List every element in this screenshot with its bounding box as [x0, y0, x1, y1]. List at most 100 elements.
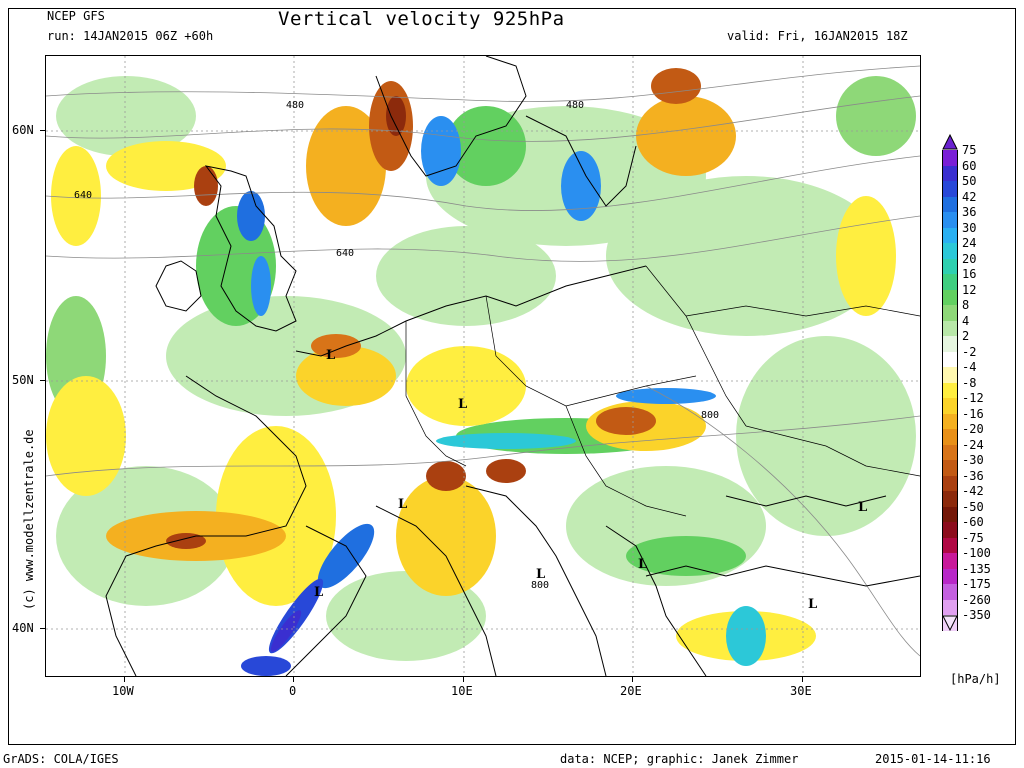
colorbar-swatch — [942, 243, 958, 259]
colorbar-level-label: -175 — [962, 577, 991, 591]
colorbar-level-label: 24 — [962, 236, 977, 250]
colorbar-level-label: 36 — [962, 205, 977, 219]
colorbar-swatch — [942, 491, 958, 507]
colorbar-level-label: -36 — [962, 468, 984, 483]
colorbar-level-label: 42 — [962, 189, 977, 204]
colorbar-level-label: 20 — [962, 251, 977, 266]
colorbar-level-label: -8 — [962, 375, 977, 390]
colorbar-level-label: -75 — [962, 530, 984, 545]
lat-label-60n: 60N — [12, 123, 34, 137]
colorbar-swatch — [942, 599, 958, 615]
colorbar-top-arrow — [942, 134, 958, 150]
coastlines — [105, 56, 920, 676]
colorbar-swatch — [942, 181, 958, 197]
colorbar-level-label: -24 — [962, 437, 984, 452]
colorbar-level-label: 12 — [962, 282, 977, 297]
height-contours — [46, 65, 920, 657]
lon-label-10w: 10W — [112, 684, 134, 698]
contour-label: 640 — [336, 248, 354, 259]
low-marker: L — [536, 567, 545, 582]
lon-tick — [632, 677, 633, 682]
colorbar-level-label: -16 — [962, 406, 984, 421]
lat-tick — [40, 380, 45, 381]
map-title: Vertical velocity 925hPa — [278, 8, 565, 30]
colorbar-level-label: -135 — [962, 561, 991, 576]
lat-label-40n: 40N — [12, 621, 34, 635]
lat-tick — [40, 130, 45, 131]
colorbar-bottom-arrow — [942, 615, 958, 631]
colorbar-swatch — [942, 460, 958, 476]
lon-tick — [124, 677, 125, 682]
colorbar-level-label: -4 — [962, 360, 977, 374]
colorbar-level-label: -42 — [962, 484, 984, 498]
colorbar-unit: [hPa/h] — [950, 672, 1001, 686]
colorbar-level-label: 16 — [962, 267, 977, 281]
colorbar-swatch — [942, 444, 958, 460]
colorbar-level-label: -260 — [962, 592, 991, 607]
map-panel: 480 480 640 640 800 800 L L L L L L L L — [45, 55, 921, 677]
model-name: NCEP GFS — [47, 9, 105, 23]
low-marker: L — [638, 557, 647, 572]
colorbar-swatch — [942, 274, 958, 290]
contour-label: 480 — [566, 100, 584, 111]
graticule — [46, 56, 920, 676]
colorbar-level-label: -30 — [962, 453, 984, 467]
colorbar-swatch — [942, 336, 958, 352]
lon-label-20e: 20E — [620, 684, 642, 698]
colorbar-swatch — [942, 475, 958, 491]
colorbar-swatch — [942, 196, 958, 212]
colorbar-level-label: -12 — [962, 391, 984, 405]
colorbar-level-label: 50 — [962, 174, 977, 188]
colorbar-swatch — [942, 429, 958, 445]
colorbar-level-label: -100 — [962, 546, 991, 560]
low-marker: L — [458, 397, 467, 412]
colorbar-swatch — [942, 584, 958, 600]
colorbar-level-label: 30 — [962, 220, 977, 235]
lat-label-50n: 50N — [12, 373, 34, 387]
low-marker: L — [858, 500, 867, 515]
lon-tick — [802, 677, 803, 682]
lon-tick — [293, 677, 294, 682]
colorbar-level-label: 8 — [962, 298, 970, 312]
low-marker: L — [326, 348, 335, 363]
contour-label: 640 — [74, 190, 92, 201]
low-pressure-markers: L L L L L L L L — [314, 348, 867, 612]
descent-areas — [46, 96, 896, 661]
footer-timestamp: 2015-01-14-11:16 — [875, 752, 991, 766]
colorbar-swatch — [942, 522, 958, 538]
contour-label: 800 — [701, 410, 719, 421]
lon-tick — [463, 677, 464, 682]
low-marker: L — [314, 585, 323, 600]
map-field-svg: 480 480 640 640 800 800 L L L L L L L L — [46, 56, 920, 676]
contour-label: 480 — [286, 100, 304, 111]
colorbar-swatch — [942, 212, 958, 228]
colorbar-swatch — [942, 398, 958, 414]
colorbar-swatch — [942, 258, 958, 274]
colorbar-segments — [942, 150, 958, 631]
strong-ascent-areas — [237, 116, 766, 676]
colorbar-swatch — [942, 227, 958, 243]
strong-descent-areas — [166, 68, 701, 549]
colorbar-swatch — [942, 150, 958, 166]
low-marker: L — [398, 497, 407, 512]
colorbar-swatch — [942, 537, 958, 553]
footer-credits: data: NCEP; graphic: Janek Zimmer — [560, 752, 799, 766]
colorbar-swatch — [942, 351, 958, 367]
colorbar-swatch — [942, 367, 958, 383]
lon-label-0: 0 — [289, 684, 297, 698]
lat-tick — [40, 628, 45, 629]
lon-label-10e: 10E — [451, 684, 473, 698]
colorbar-swatch — [942, 165, 958, 181]
colorbar-level-label: 75 — [962, 143, 977, 157]
colorbar-level-label: -60 — [962, 515, 984, 529]
colorbar-level-label: 60 — [962, 158, 977, 173]
valid-time: valid: Fri, 16JAN2015 18Z — [727, 29, 908, 43]
country-borders — [405, 265, 920, 517]
colorbar-swatch — [942, 382, 958, 398]
colorbar-swatch — [942, 289, 958, 305]
colorbar-level-label: 2 — [962, 329, 970, 343]
colorbar-swatch — [942, 320, 958, 336]
colorbar-swatch — [942, 506, 958, 522]
footer-software: GrADS: COLA/IGES — [3, 752, 119, 766]
low-marker: L — [808, 597, 817, 612]
